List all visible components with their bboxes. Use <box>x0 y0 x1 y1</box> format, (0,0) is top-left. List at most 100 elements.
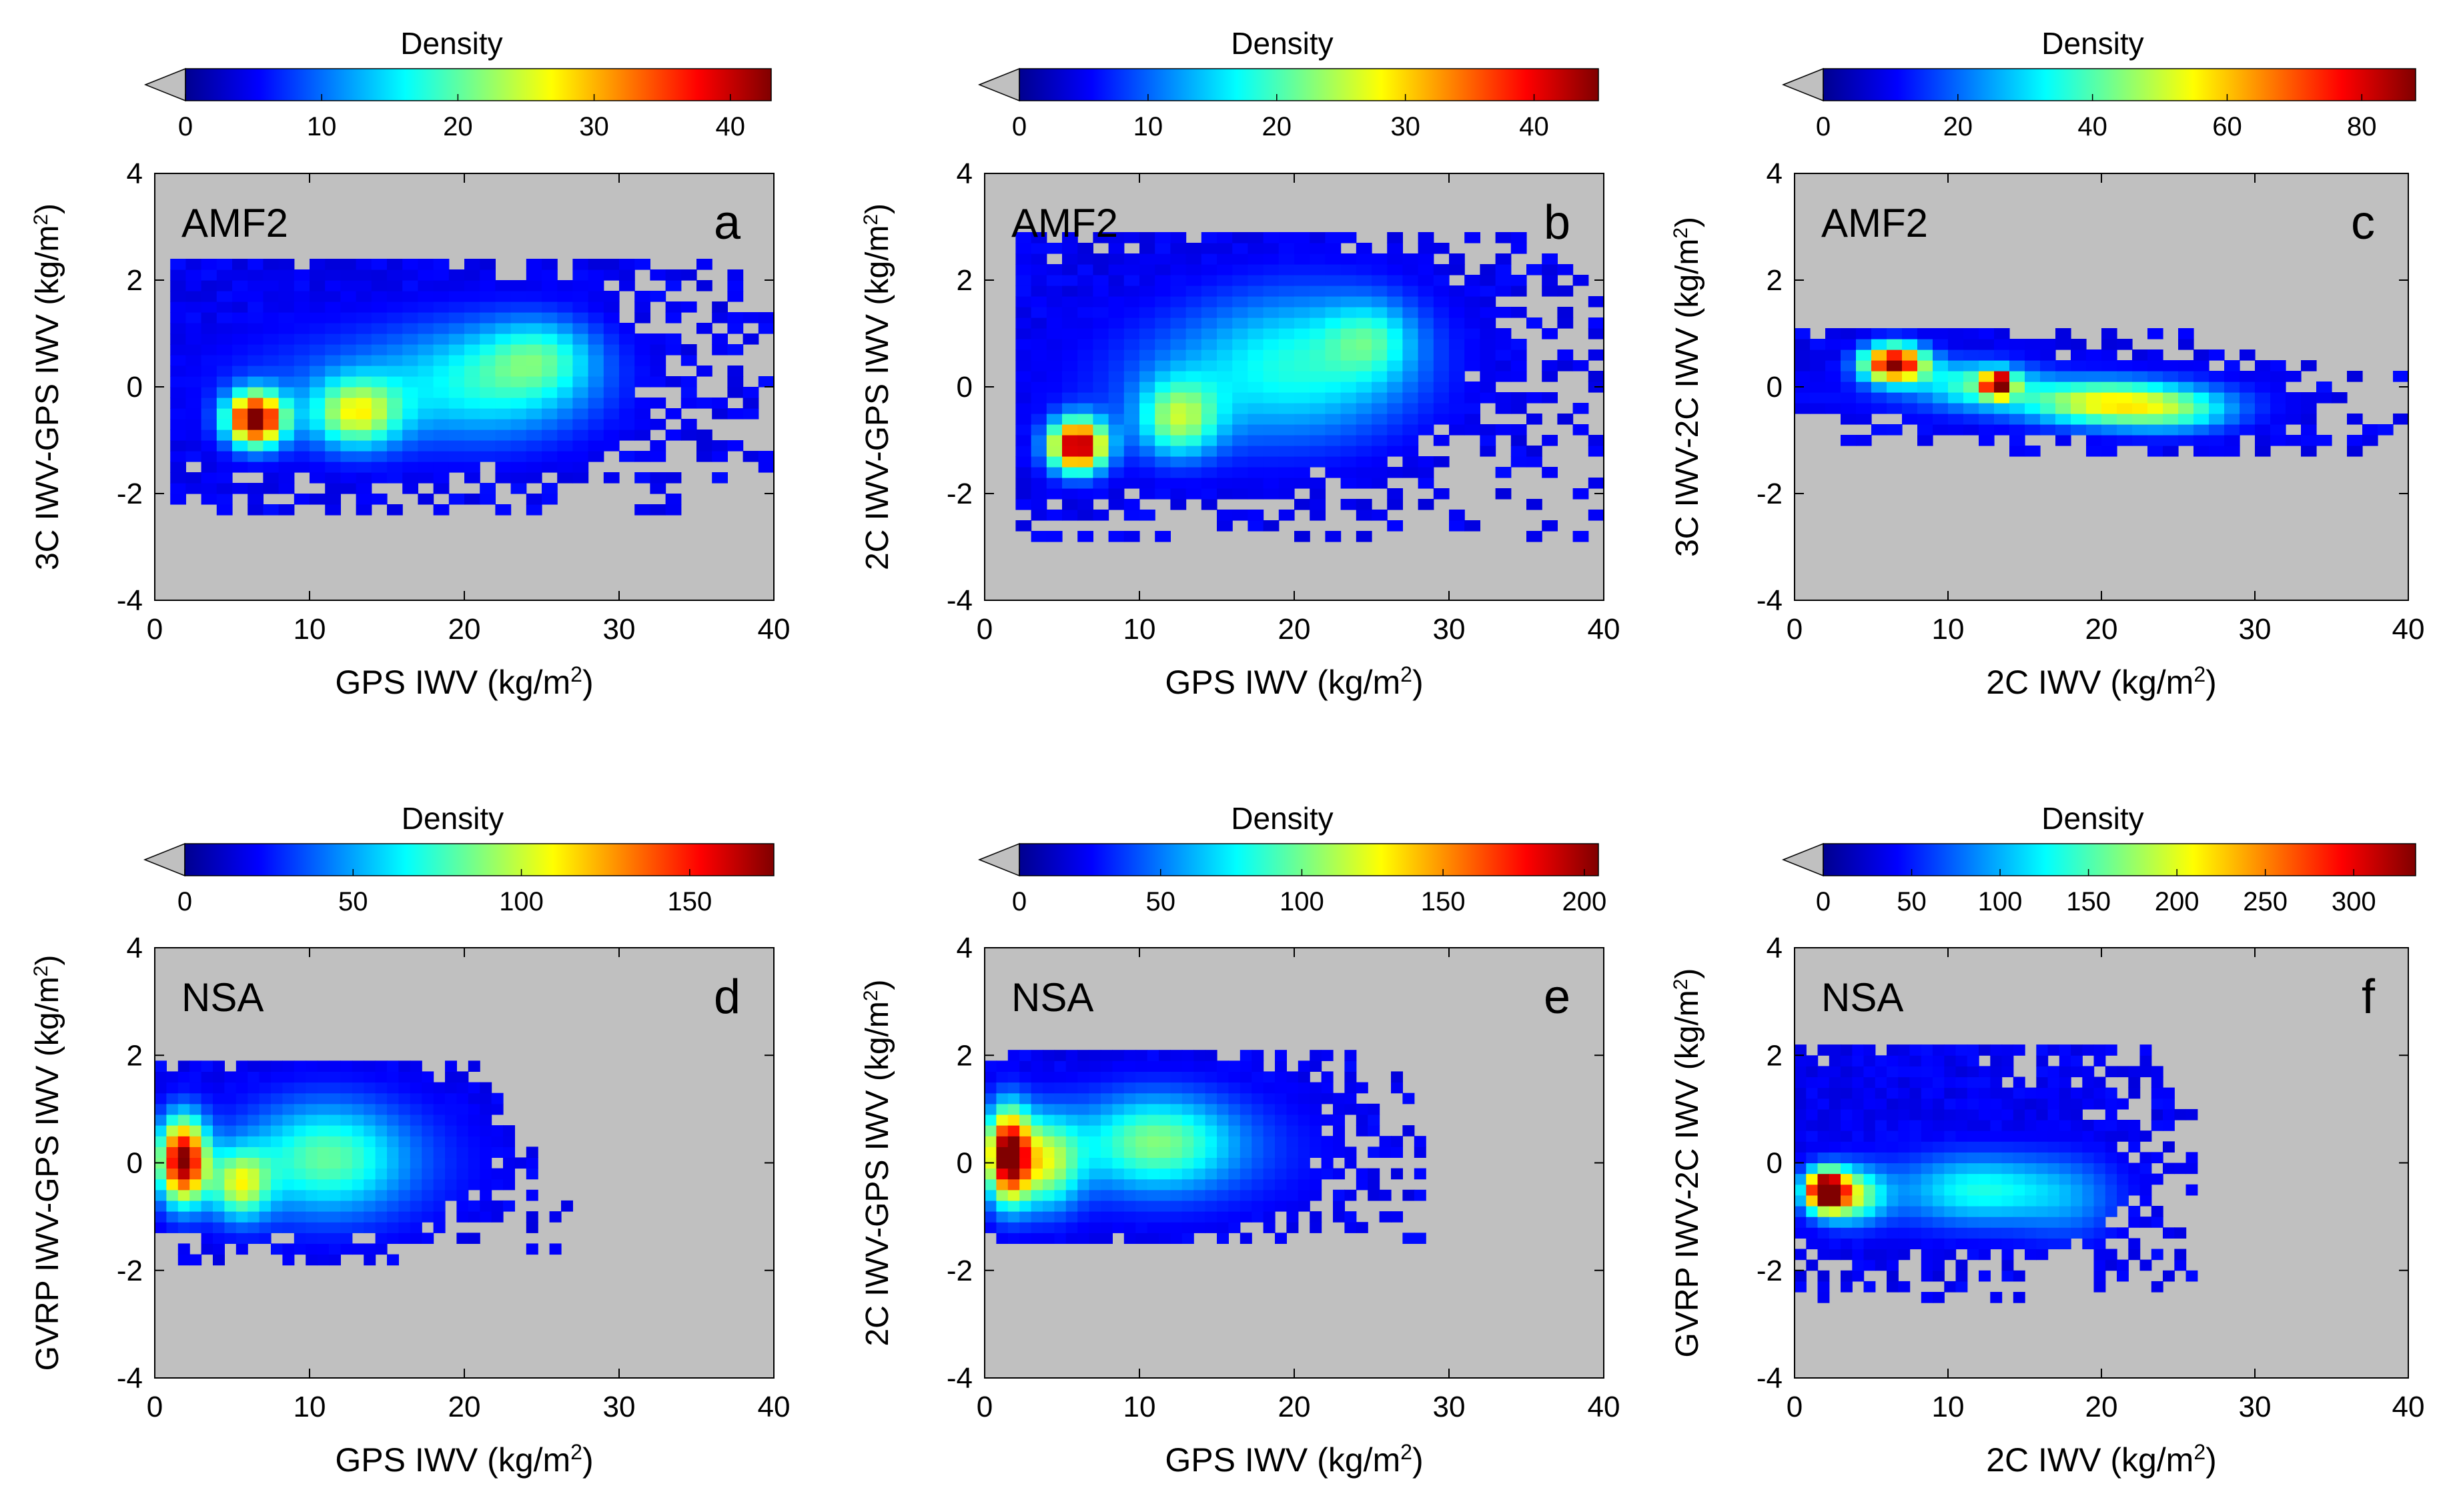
heatmap-cell <box>1019 1092 1032 1104</box>
heatmap-cell <box>422 1092 434 1104</box>
heatmap-cell <box>1298 1189 1310 1201</box>
heatmap-cell <box>712 451 728 462</box>
heatmap-cell <box>526 1222 538 1233</box>
heatmap-cell <box>1795 360 1811 371</box>
heatmap-cell <box>1278 360 1295 371</box>
heatmap-cell <box>185 365 202 377</box>
heatmap-cell <box>1841 328 1857 339</box>
heatmap-cell <box>317 1082 330 1094</box>
heatmap-cell <box>1979 435 1995 446</box>
heatmap-cell <box>1875 1076 1887 1088</box>
heatmap-cell <box>1841 392 1857 404</box>
heatmap-cell <box>1979 1206 1991 1217</box>
heatmap-cell <box>402 312 418 323</box>
heatmap-cell <box>1898 1238 1911 1250</box>
heatmap-cell <box>329 1147 341 1158</box>
heatmap-cell <box>1510 435 1527 446</box>
heatmap-cell <box>1147 1200 1159 1212</box>
heatmap-cell <box>1108 435 1125 446</box>
heatmap-cell <box>1170 296 1187 307</box>
heatmap-cell <box>1875 1206 1887 1217</box>
heatmap-cell <box>1015 275 1032 286</box>
heatmap-cell <box>1310 264 1326 275</box>
heatmap-cell <box>352 1243 364 1255</box>
heatmap-cell <box>329 1189 341 1201</box>
heatmap-cell <box>1031 339 1047 350</box>
heatmap-cell <box>1294 478 1310 489</box>
heatmap-cell <box>1979 339 1995 350</box>
heatmap-cell <box>1887 1130 1899 1142</box>
y-tick-label: -2 <box>1757 478 1783 510</box>
heatmap-cell <box>278 376 295 388</box>
heatmap-cell <box>572 301 589 313</box>
heatmap-cell <box>1841 435 1857 446</box>
heatmap-cell <box>495 376 512 388</box>
heatmap-cell <box>1054 1189 1067 1201</box>
heatmap-cell <box>2105 1206 2117 1217</box>
heatmap-cell <box>294 1243 306 1255</box>
heatmap-cell <box>1340 467 1357 478</box>
y-tick-label: -4 <box>117 584 143 617</box>
heatmap-cell <box>2093 1217 2106 1228</box>
heatmap-cell <box>1921 1076 1933 1088</box>
heatmap-cell <box>189 1222 202 1233</box>
heatmap-cell <box>1123 424 1140 436</box>
heatmap-cell <box>1159 1200 1171 1212</box>
heatmap-cell <box>1147 1050 1159 1061</box>
heatmap-cell <box>1387 285 1403 297</box>
heatmap-cell <box>1139 510 1155 521</box>
heatmap-cell <box>1841 1195 1853 1207</box>
heatmap-cell <box>985 1147 997 1158</box>
heatmap-cell <box>282 1060 295 1072</box>
heatmap-cell <box>1054 1168 1067 1180</box>
heatmap-cell <box>1193 1103 1206 1115</box>
heatmap-cell <box>1046 275 1063 286</box>
heatmap-cell <box>2147 392 2163 404</box>
heatmap-cell <box>1108 296 1125 307</box>
heatmap-cell <box>317 1114 330 1126</box>
heatmap-cell <box>1310 1082 1322 1094</box>
heatmap-cell <box>743 312 759 323</box>
heatmap-cell <box>340 1168 353 1180</box>
heatmap-cell <box>1093 456 1109 468</box>
heatmap-cell <box>1806 1108 1819 1120</box>
heatmap-cell <box>1325 456 1342 468</box>
heatmap-cell <box>1588 328 1604 339</box>
heatmap-cell <box>1031 349 1047 361</box>
heatmap-cell <box>1875 1130 1887 1142</box>
heatmap-cell <box>1093 328 1109 339</box>
heatmap-cell <box>1093 382 1109 393</box>
heatmap-cell <box>1909 1120 1922 1131</box>
heatmap-cell <box>1372 360 1388 371</box>
heatmap-cell <box>1418 264 1434 275</box>
heatmap-cell <box>1433 349 1450 361</box>
x-tick-label: 0 <box>1787 1391 1803 1423</box>
heatmap-cell <box>216 333 233 345</box>
heatmap-cell <box>1806 1217 1819 1228</box>
heatmap-cell <box>418 301 434 313</box>
heatmap-cell <box>1817 1163 1830 1175</box>
heatmap-cell <box>1263 1147 1276 1158</box>
heatmap-cell <box>201 344 217 355</box>
heatmap-cell <box>201 1222 213 1233</box>
heatmap-cell <box>317 1136 330 1147</box>
heatmap-cell <box>542 462 558 473</box>
heatmap-cell <box>1967 1195 1979 1207</box>
heatmap-cell <box>224 1179 237 1191</box>
heatmap-cell <box>1217 392 1233 404</box>
heatmap-cell <box>1159 1103 1171 1115</box>
heatmap-cell <box>1795 1076 1807 1088</box>
heatmap-cell <box>1852 1238 1865 1250</box>
heatmap-cell <box>1031 531 1047 542</box>
heatmap-cell <box>418 430 434 441</box>
heatmap-cell <box>2286 435 2302 446</box>
heatmap-cell <box>433 355 450 366</box>
heatmap-cell <box>213 1157 225 1169</box>
heatmap-cell <box>356 430 372 441</box>
heatmap-cell <box>2013 1108 2025 1120</box>
heatmap-cell <box>1170 264 1187 275</box>
heatmap-cell <box>456 1114 469 1126</box>
heatmap-cell <box>1062 403 1078 414</box>
heatmap-cell <box>356 259 372 270</box>
heatmap-cell <box>1112 1136 1125 1147</box>
